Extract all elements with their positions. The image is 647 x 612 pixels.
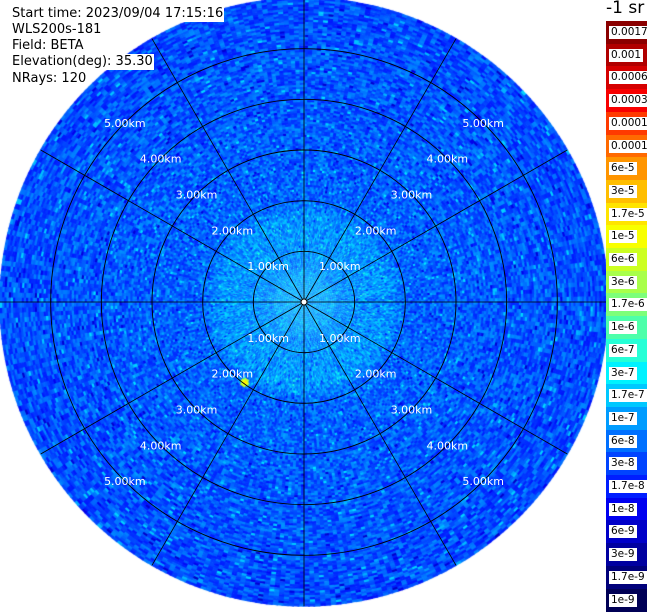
range-label: 2.00km (212, 224, 254, 237)
range-label: 1.00km (319, 260, 361, 273)
range-label: 2.00km (355, 224, 397, 237)
nrays-label: NRays: 120 (11, 71, 88, 87)
colorbar-tick-label: 1e-8 (609, 502, 637, 516)
colorbar-tick-label: 0.0001 (609, 139, 647, 153)
colorbar-tick-label: 1.7e-8 (609, 480, 647, 493)
range-label: 3.00km (391, 189, 433, 202)
azimuth-spoke-330 (151, 38, 305, 303)
azimuth-spoke-210 (151, 301, 305, 566)
range-label: 3.00km (176, 189, 218, 202)
range-label: 5.00km (462, 475, 504, 488)
radar-center-marker (300, 298, 308, 306)
azimuth-spoke-30 (303, 38, 457, 303)
colorbar-tick-label: 0.0006 (609, 71, 647, 85)
range-label: 4.00km (427, 153, 469, 166)
colorbar-tick-label: 0.0003 (609, 94, 647, 108)
colorbar-tick-label: 6e-7 (609, 343, 637, 357)
colorbar-tick-label: 3e-5 (609, 184, 637, 198)
range-label: 3.00km (391, 403, 433, 416)
elevation-label: Elevation(deg): 35.30 (11, 54, 154, 70)
range-label: 5.00km (104, 117, 146, 130)
colorbar-tick-label: 1e-7 (609, 411, 637, 425)
colorbar-tick-label: 1.7e-5 (609, 207, 647, 221)
colorbar-tick-label: 0.0017 (609, 26, 647, 39)
azimuth-spoke-240 (40, 301, 305, 455)
colorbar-tick-label: 3e-6 (609, 275, 637, 289)
colorbar-tick-label: 1.7e-7 (609, 389, 647, 403)
colorbar-tick-label: 1.7e-9 (609, 570, 647, 584)
colorbar-tick-label: 0.001 (609, 48, 644, 62)
colorbar-tick-label: 6e-8 (609, 434, 637, 448)
colorbar-tick-label: 6e-6 (609, 253, 637, 266)
range-label: 1.00km (247, 260, 289, 273)
range-label: 1.00km (319, 332, 361, 345)
colorbar-tick-label: 1e-5 (609, 230, 637, 244)
colorbar-tick-label: 1.7e-6 (609, 298, 647, 312)
range-label: 4.00km (140, 153, 182, 166)
start-time-label: Start time: 2023/09/04 17:15:16 (11, 6, 225, 22)
colorbar-tick-label: 3e-7 (609, 366, 637, 380)
azimuth-spoke-300 (40, 149, 305, 303)
device-label: WLS200s-181 (11, 22, 103, 38)
colorbar-title: -1 sr (606, 0, 645, 18)
range-label: 2.00km (355, 368, 397, 381)
range-label: 1.00km (247, 332, 289, 345)
colorbar-tick-label: 6e-5 (609, 162, 637, 176)
range-label: 3.00km (176, 403, 218, 416)
colorbar-tick-label: 1e-6 (609, 321, 637, 335)
range-label: 4.00km (140, 439, 182, 452)
colorbar-tick-label: 6e-9 (609, 525, 637, 539)
colorbar-tick-label: 0.00017 (609, 116, 647, 130)
colorbar-tick-label: 1e-9 (609, 593, 637, 607)
range-label: 4.00km (427, 439, 469, 452)
field-label: Field: BETA (11, 38, 85, 54)
colorbar-tick-label: 3e-8 (609, 457, 637, 471)
azimuth-spoke-60 (303, 149, 568, 303)
range-label: 5.00km (104, 475, 146, 488)
azimuth-spoke-150 (303, 301, 457, 566)
colorbar-tick-label: 3e-9 (609, 548, 637, 562)
range-label: 2.00km (212, 368, 254, 381)
range-label: 5.00km (462, 117, 504, 130)
azimuth-spoke-120 (303, 301, 568, 455)
